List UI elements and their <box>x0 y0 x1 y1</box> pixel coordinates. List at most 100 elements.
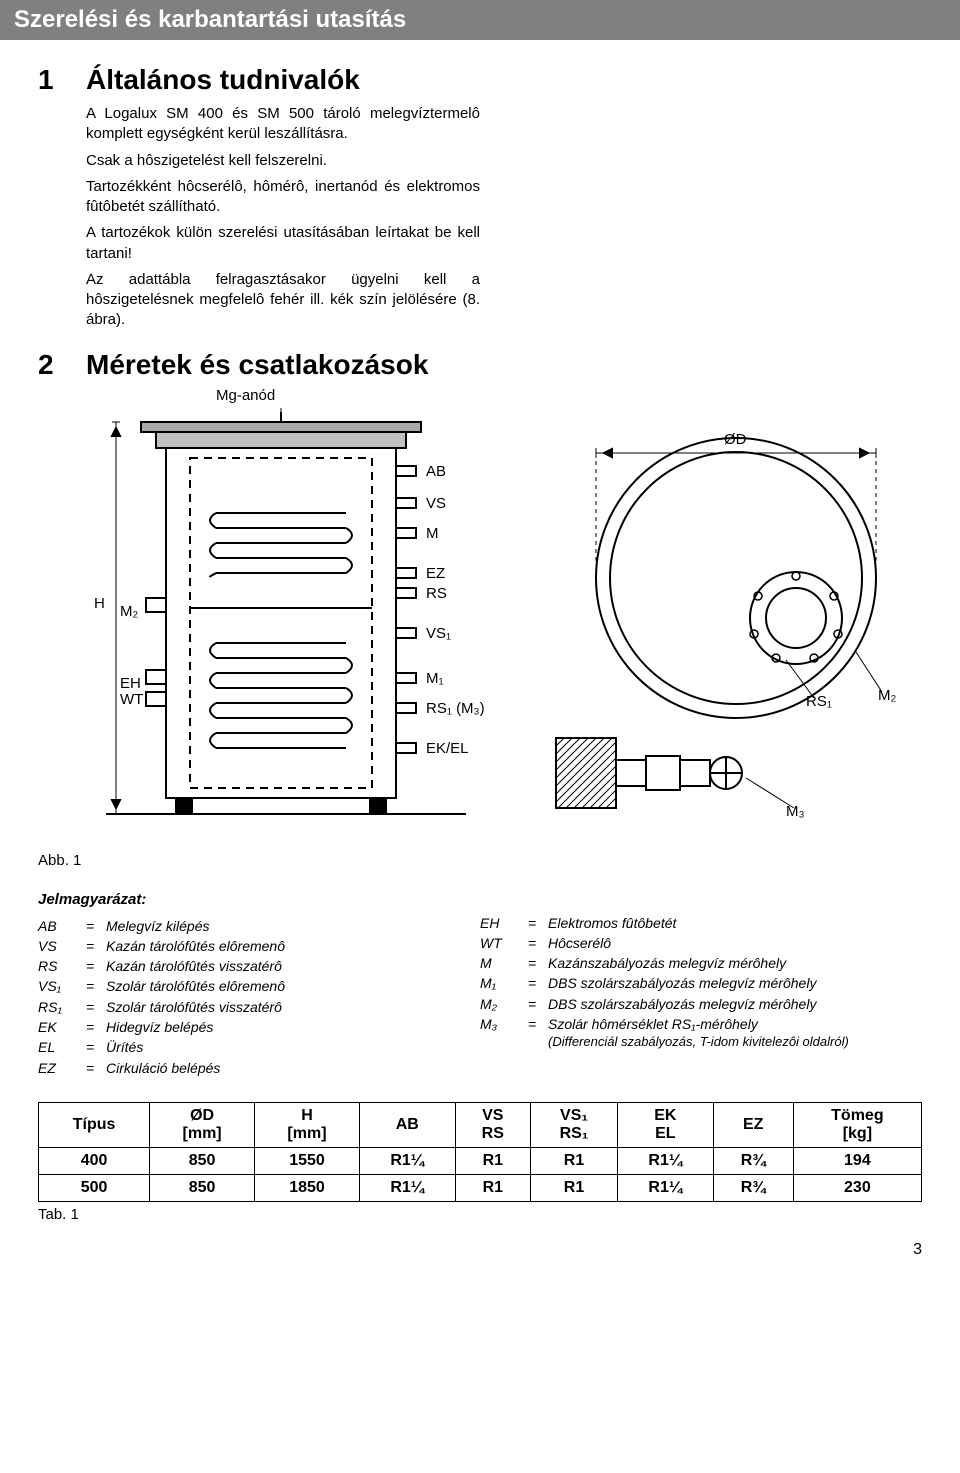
table-cell: R1¼ <box>359 1174 455 1201</box>
table-row: 4008501550R1¼R1R1R1¼R¾194 <box>39 1147 922 1174</box>
label-M1: M₁ <box>426 670 444 687</box>
legend-key: M₃ <box>480 1014 528 1034</box>
legend-key: VS₁ <box>38 976 86 996</box>
diagram-svg: H M₂ EH WT AB VS M EZ RS VS₁ M₁ RS₁ (M₃)… <box>86 408 922 838</box>
legend-eq: = <box>528 994 548 1014</box>
legend-desc: Cirkuláció belépés <box>106 1058 480 1078</box>
legend-desc: DBS szolárszabályozás melegvíz mérôhely <box>548 973 922 993</box>
legend-key: RS₁ <box>38 997 86 1017</box>
legend-desc: Hidegvíz belépés <box>106 1017 480 1037</box>
legend-row: M=Kazánszabályozás melegvíz mérôhely <box>480 953 922 973</box>
section-1-p2: Csak a hôszigetelést kell felszerelni. <box>86 151 480 171</box>
table-header: VS₁RS₁ <box>531 1102 618 1147</box>
legend-key: RS <box>38 956 86 976</box>
legend-row: AB=Melegvíz kilépés <box>38 916 480 936</box>
legend-key: VS <box>38 936 86 956</box>
legend-desc: Szolár tárolófûtés elôremenô <box>106 976 480 996</box>
table-cell: R1 <box>531 1147 618 1174</box>
table-cell: R1¼ <box>618 1147 714 1174</box>
legend-key: AB <box>38 916 86 936</box>
diagram-wrap: Mg-anód <box>86 387 922 838</box>
table-cell: 230 <box>793 1174 921 1201</box>
label-VS1: VS₁ <box>426 625 451 642</box>
label-EZ: EZ <box>426 565 445 582</box>
legend-key: M₂ <box>480 994 528 1014</box>
legend-row: EH=Elektromos fûtôbetét <box>480 913 922 933</box>
label-AB: AB <box>426 463 446 480</box>
label-OD: ØD <box>724 431 747 448</box>
legend-key: EZ <box>38 1058 86 1078</box>
label-EH: EH <box>120 675 141 692</box>
label-RS1-M3: RS₁ (M₃) <box>426 700 485 717</box>
table-cell: 1550 <box>255 1147 360 1174</box>
table-row: 5008501850R1¼R1R1R1¼R¾230 <box>39 1174 922 1201</box>
table-cell: R¾ <box>713 1174 793 1201</box>
table-cell: 500 <box>39 1174 150 1201</box>
legend-desc: Szolár tárolófûtés visszatérô <box>106 997 480 1017</box>
table-cell: R1¼ <box>618 1174 714 1201</box>
legend-right-note: (Differenciál szabályozás, T-idom kivite… <box>548 1034 922 1049</box>
legend-eq: = <box>528 973 548 993</box>
legend-key: M <box>480 953 528 973</box>
legend-desc: Kazán tárolófûtés visszatérô <box>106 956 480 976</box>
legend-desc: Melegvíz kilépés <box>106 916 480 936</box>
table-cell: R1 <box>455 1147 530 1174</box>
table-cell: R1 <box>455 1174 530 1201</box>
legend-eq: = <box>86 976 106 996</box>
section-2-header: 2 Méretek és csatlakozások <box>38 349 922 381</box>
legend-eq: = <box>86 916 106 936</box>
table-cell: R1 <box>531 1174 618 1201</box>
table-cell: R¾ <box>713 1147 793 1174</box>
section-1-p1: A Logalux SM 400 és SM 500 tároló melegv… <box>86 104 480 145</box>
section-1-header: 1 Általános tudnivalók <box>38 64 922 96</box>
table-cell: 850 <box>150 1174 255 1201</box>
section-1-p3: Tartozékként hôcserélô, hômérô, inertanó… <box>86 177 480 218</box>
legend-key: M₁ <box>480 973 528 993</box>
legend-row: M₂=DBS szolárszabályozás melegvíz mérôhe… <box>480 994 922 1014</box>
page-number: 3 <box>0 1241 922 1259</box>
table-header: Típus <box>39 1102 150 1147</box>
legend-eq: = <box>86 1058 106 1078</box>
legend-row: RS=Kazán tárolófûtés visszatérô <box>38 956 480 976</box>
table-cell: 850 <box>150 1147 255 1174</box>
table-caption: Tab. 1 <box>38 1206 922 1223</box>
table-header: EKEL <box>618 1102 714 1147</box>
label-RS: RS <box>426 585 447 602</box>
legend-desc: Elektromos fûtôbetét <box>548 913 922 933</box>
label-M2: M₂ <box>120 603 138 620</box>
page-banner: Szerelési és karbantartási utasítás <box>0 0 960 40</box>
label-M: M <box>426 525 439 542</box>
mg-anode-label: Mg-anód <box>216 387 922 404</box>
label-EKEL: EK/EL <box>426 740 469 757</box>
legend-row: M₁=DBS szolárszabályozás melegvíz mérôhe… <box>480 973 922 993</box>
legend-desc: Hôcserélô <box>548 933 922 953</box>
section-1-p5: Az adattábla felragasztásakor ügyelni ke… <box>86 270 480 331</box>
table-header: EZ <box>713 1102 793 1147</box>
legend-key: EK <box>38 1017 86 1037</box>
legend-eq: = <box>86 997 106 1017</box>
legend-eq: = <box>86 956 106 976</box>
label-H: H <box>94 595 105 612</box>
label-WT: WT <box>120 691 143 708</box>
legend-eq: = <box>86 1037 106 1057</box>
table-header: H[mm] <box>255 1102 360 1147</box>
table-cell: R1¼ <box>359 1147 455 1174</box>
legend-eq: = <box>86 1017 106 1037</box>
section-1-num: 1 <box>38 64 86 96</box>
legend-row: VS₁=Szolár tárolófûtés elôremenô <box>38 976 480 996</box>
legend-desc: Ürítés <box>106 1037 480 1057</box>
section-2-title: Méretek és csatlakozások <box>86 349 428 381</box>
table-cell: 194 <box>793 1147 921 1174</box>
legend-key: EL <box>38 1037 86 1057</box>
legend-row: EL=Ürítés <box>38 1037 480 1057</box>
legend-eq: = <box>528 953 548 973</box>
legend-eq: = <box>86 936 106 956</box>
dimensions-table: TípusØD[mm]H[mm]ABVSRSVS₁RS₁EKELEZTömeg[… <box>38 1102 922 1202</box>
label-VS: VS <box>426 495 446 512</box>
table-header: Tömeg[kg] <box>793 1102 921 1147</box>
label-RS1: RS₁ <box>806 693 832 710</box>
section-1-title: Általános tudnivalók <box>86 64 360 96</box>
table-header: AB <box>359 1102 455 1147</box>
legend-row: VS=Kazán tárolófûtés elôremenô <box>38 936 480 956</box>
legend-eq: = <box>528 1014 548 1034</box>
